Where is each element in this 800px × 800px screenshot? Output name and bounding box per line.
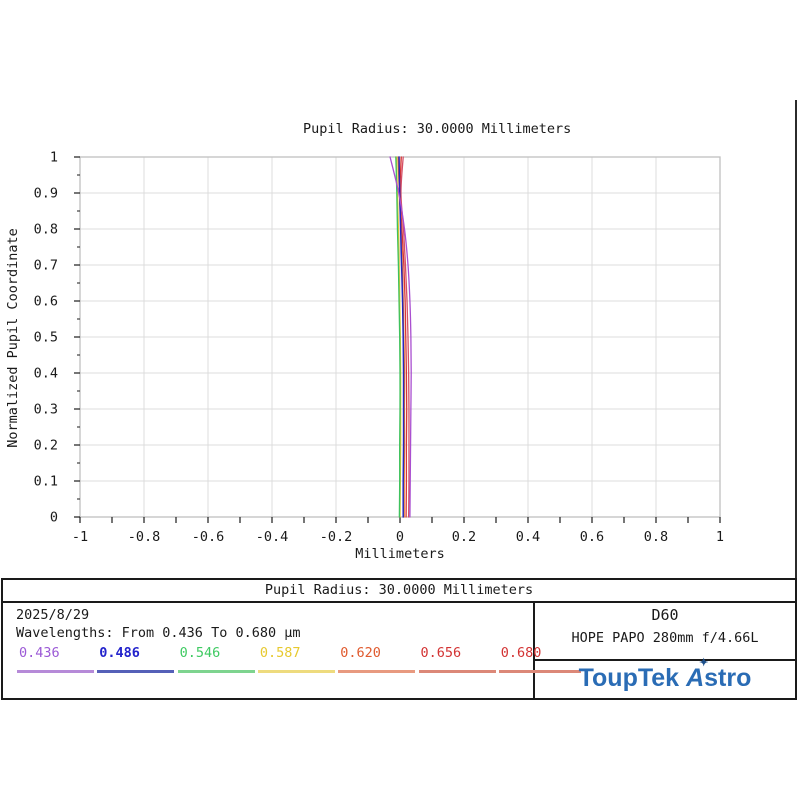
brand-logo: ToupTek A ✦ stro bbox=[535, 657, 795, 693]
panel-right-cell: D60 HOPE PAPO 280mm f/4.66L ToupTek A ✦ str… bbox=[535, 603, 795, 698]
wavelength-curves bbox=[389, 156, 412, 518]
x-tick-label: -0.8 bbox=[128, 529, 161, 545]
y-tick-label: 0.2 bbox=[34, 438, 58, 454]
legend-label-0.436: 0.436 bbox=[19, 645, 60, 661]
x-tick-label: 0.4 bbox=[516, 529, 540, 545]
longitudinal-aberration-chart: -1 -0.8 -0.6 -0.4 -0.2 0 0.2 0.4 0.6 0.8 1 1 0.9 0.8… bbox=[34, 150, 724, 546]
y-tick-label: 0.8 bbox=[34, 222, 58, 238]
date-text: 2025/8/29 bbox=[16, 607, 90, 623]
legend-label-0.680: 0.680 bbox=[500, 645, 542, 661]
curve-0.546 bbox=[395, 156, 401, 518]
x-tick-label: 0 bbox=[396, 529, 404, 545]
model-name: D60 bbox=[651, 606, 679, 624]
x-tick-label: -0.4 bbox=[256, 529, 289, 545]
x-tick-label: 0.8 bbox=[644, 529, 668, 545]
legend-color-line bbox=[97, 670, 175, 673]
curve-0.656 bbox=[399, 156, 408, 518]
legend-label-0.620: 0.620 bbox=[340, 645, 381, 661]
legend-label-0.486: 0.486 bbox=[99, 645, 140, 661]
panel-title: Pupil Radius: 30.0000 Millimeters bbox=[264, 582, 534, 598]
figure-right-border bbox=[795, 100, 797, 578]
astro-letters-stro: stro bbox=[704, 664, 752, 692]
y-tick-label: 0.7 bbox=[34, 258, 58, 274]
right-cell-divider bbox=[535, 659, 795, 661]
y-tick-label: 1 bbox=[50, 150, 58, 166]
y-tick-label: 0.6 bbox=[34, 294, 58, 310]
x-tick-label: 1 bbox=[716, 529, 724, 545]
panel-title-row: Pupil Radius: 30.0000 Millimeters bbox=[3, 580, 795, 603]
axis-ticks bbox=[74, 156, 721, 523]
x-tick-label: 0.6 bbox=[580, 529, 604, 545]
legend-color-line bbox=[498, 670, 581, 673]
legend-label-0.656: 0.656 bbox=[420, 645, 462, 661]
y-tick-label: 0 bbox=[50, 510, 58, 526]
x-tick-label: -1 bbox=[72, 529, 88, 545]
y-tick-label: 0.1 bbox=[34, 474, 58, 490]
y-tick-labels: 1 0.9 0.8 0.7 0.6 0.5 0.4 0.3 0.2 0.1 0 bbox=[34, 150, 58, 526]
wavelength-range-text: Wavelengths: From 0.436 To 0.680 µm bbox=[16, 625, 301, 641]
astro-letter-a: A bbox=[686, 664, 705, 692]
legend-color-line bbox=[177, 670, 255, 673]
y-tick-label: 0.4 bbox=[34, 366, 58, 382]
x-axis-title: Millimeters bbox=[355, 546, 445, 562]
y-tick-label: 0.9 bbox=[34, 186, 58, 202]
y-tick-label: 0.3 bbox=[34, 402, 58, 418]
brand-name-touptek: ToupTek bbox=[578, 664, 680, 692]
brand-name-astro: A ✦ stro bbox=[686, 657, 752, 692]
x-tick-label: -0.2 bbox=[320, 529, 353, 545]
star-icon: ✦ bbox=[699, 657, 709, 669]
curve-0.486 bbox=[398, 156, 405, 518]
legend-color-line bbox=[257, 670, 335, 673]
y-tick-label: 0.5 bbox=[34, 330, 58, 346]
x-tick-labels: -1 -0.8 -0.6 -0.4 -0.2 0 0.2 0.4 0.6 0.8 1 bbox=[72, 529, 724, 545]
wavelength-legend: 0.436 0.486 0.546 0.587 0.620 0.656 0.680 bbox=[3, 645, 603, 685]
legend-color-line bbox=[338, 670, 416, 673]
chart-title: Pupil Radius: 30.0000 Millimeters bbox=[303, 121, 572, 137]
panel-left-cell: 2025/8/29 Wavelengths: From 0.436 To 0.6… bbox=[3, 603, 581, 698]
x-tick-label: -0.6 bbox=[192, 529, 225, 545]
info-panel: Pupil Radius: 30.0000 Millimeters 2025/8… bbox=[1, 578, 797, 700]
legend-label-0.587: 0.587 bbox=[259, 645, 301, 661]
legend-label-0.546: 0.546 bbox=[179, 645, 221, 661]
legend-color-line bbox=[17, 670, 94, 673]
x-tick-label: 0.2 bbox=[452, 529, 476, 545]
panel-body: 2025/8/29 Wavelengths: From 0.436 To 0.6… bbox=[3, 603, 795, 698]
lens-description: HOPE PAPO 280mm f/4.66L bbox=[571, 630, 759, 646]
legend-color-line bbox=[418, 670, 496, 673]
curve-0.436 bbox=[389, 156, 412, 518]
